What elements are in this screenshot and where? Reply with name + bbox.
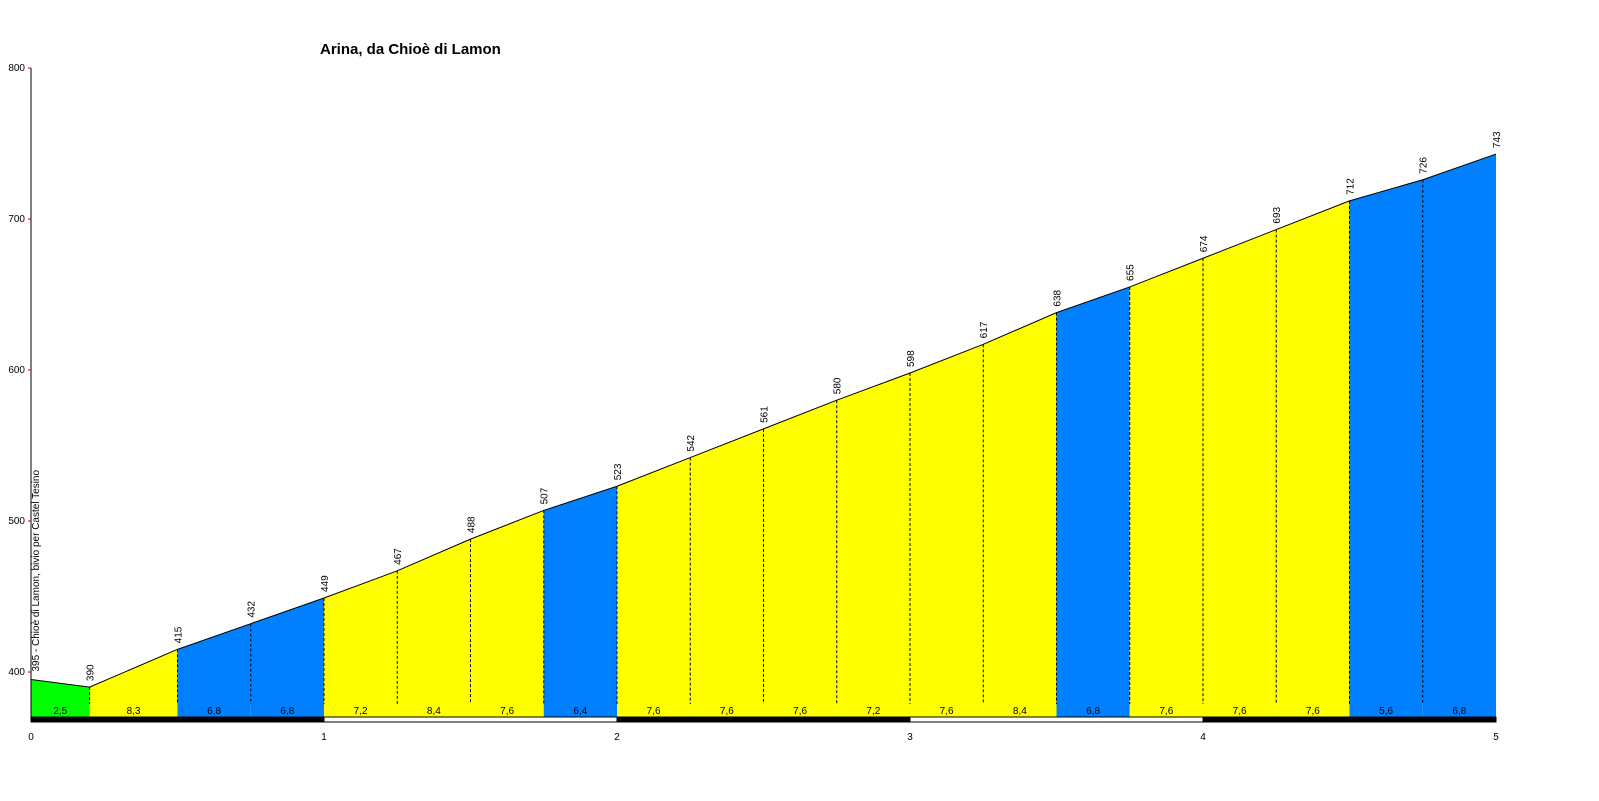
segment-area — [836, 373, 910, 718]
segment-area — [1203, 229, 1277, 718]
segment-area — [324, 570, 398, 718]
segment-grade-label: 7,6 — [720, 706, 734, 717]
km-bar-segment — [1202, 716, 1497, 723]
elevation-label: 467 — [393, 548, 404, 565]
y-tick-label: 400 — [8, 667, 25, 678]
segment-area — [543, 486, 617, 718]
segment-area — [1056, 286, 1130, 718]
elevation-label: 743 — [1492, 131, 1503, 148]
y-tick-label: 600 — [8, 365, 25, 376]
segment-grade-label: 7,6 — [793, 706, 807, 717]
segment-area — [31, 679, 90, 718]
segment-grade-label: 7,6 — [500, 706, 514, 717]
elevation-label: 617 — [979, 321, 990, 338]
segment-area — [1349, 179, 1423, 719]
elevation-label: 415 — [174, 626, 185, 643]
segment-area — [763, 400, 837, 718]
elevation-label: 598 — [906, 350, 917, 367]
segment-grade-label: 6,8 — [1452, 706, 1466, 717]
segment-grade-label: 7,6 — [1306, 706, 1320, 717]
start-point-label: 395 - Chioè di Lamon, bivio per Castel T… — [31, 470, 42, 672]
profile-line-group — [30, 153, 1497, 688]
segment-grade-label: 5,6 — [1379, 706, 1393, 717]
segment-grade-label: 6,4 — [573, 706, 587, 717]
segment-grade-label: 7,2 — [866, 706, 880, 717]
segment-area — [397, 539, 471, 718]
elevation-labels: 390 415 432 449 467 488 507 523 542 561 580 598 617 6… — [86, 131, 1503, 681]
y-tick-label: 500 — [8, 516, 25, 527]
elevation-label: 638 — [1053, 289, 1064, 306]
segment-grade-label: 6,8 — [207, 706, 221, 717]
segment-grade-label: 7,6 — [940, 706, 954, 717]
segment-grade-label: 6,8 — [280, 706, 294, 717]
segment-grade-label: 8,3 — [127, 706, 141, 717]
segment-area — [983, 312, 1057, 718]
segment-area — [617, 457, 691, 718]
segment-grade-label: 7,6 — [1233, 706, 1247, 717]
segment-grade-label: 8,4 — [1013, 706, 1027, 717]
segment-grade-label: 2,5 — [53, 706, 67, 717]
y-tick-label: 800 — [8, 63, 25, 74]
segment-grade-label: 6,8 — [1086, 706, 1100, 717]
segment-area — [250, 598, 324, 718]
x-tick-label: 1 — [321, 732, 327, 743]
elevation-label: 561 — [760, 406, 771, 423]
km-bar — [30, 716, 1497, 723]
elevation-label: 390 — [86, 664, 97, 681]
km-bar-segment — [30, 716, 325, 723]
elevation-label: 580 — [833, 377, 844, 394]
y-tick-label: 700 — [8, 214, 25, 225]
elevation-label: 523 — [613, 463, 624, 480]
elevation-label: 507 — [540, 487, 551, 504]
segment-grade-label: 7,6 — [1159, 706, 1173, 717]
segment-area — [910, 344, 984, 718]
km-bar-segment — [323, 716, 618, 723]
segment-area — [1276, 200, 1350, 718]
chart-title: Arina, da Chioè di Lamon — [320, 41, 501, 58]
elevation-label: 432 — [247, 601, 258, 618]
x-tick-label: 0 — [28, 732, 34, 743]
x-tick-label: 2 — [614, 732, 620, 743]
x-tick-label: 3 — [907, 732, 913, 743]
segment-grade-label: 8,4 — [427, 706, 441, 717]
km-bar-segment — [616, 716, 911, 723]
axes: 400 500 600 700 800 0 1 2 3 4 5 — [8, 63, 1499, 743]
elevation-label: 712 — [1346, 178, 1357, 195]
elevation-label: 449 — [320, 575, 331, 592]
elevation-label: 693 — [1272, 206, 1283, 223]
elevation-label: 674 — [1199, 235, 1210, 252]
x-tick-label: 4 — [1200, 732, 1206, 743]
segment-area — [690, 428, 764, 718]
segment-dividers — [89, 179, 1424, 704]
segment-area — [89, 649, 178, 718]
profile-line — [30, 153, 1497, 688]
segment-area — [1422, 154, 1496, 718]
segment-areas — [31, 154, 1496, 719]
elevation-label: 655 — [1126, 264, 1137, 281]
elevation-label: 726 — [1419, 157, 1430, 174]
x-tick-label: 5 — [1493, 732, 1499, 743]
segment-area — [1129, 258, 1203, 718]
segment-area — [177, 623, 251, 718]
km-bar-segment — [909, 716, 1204, 723]
segment-grade-label: 7,6 — [647, 706, 661, 717]
grade-labels: 2,5 8,3 6,8 6,8 7,2 8,4 7,6 6,4 7,6 7,6 7,6 7,2 7,6 8… — [53, 706, 1466, 717]
segment-grade-label: 7,2 — [354, 706, 368, 717]
segment-area — [470, 510, 544, 718]
elevation-label: 488 — [467, 516, 478, 533]
elevation-label: 542 — [686, 434, 697, 451]
